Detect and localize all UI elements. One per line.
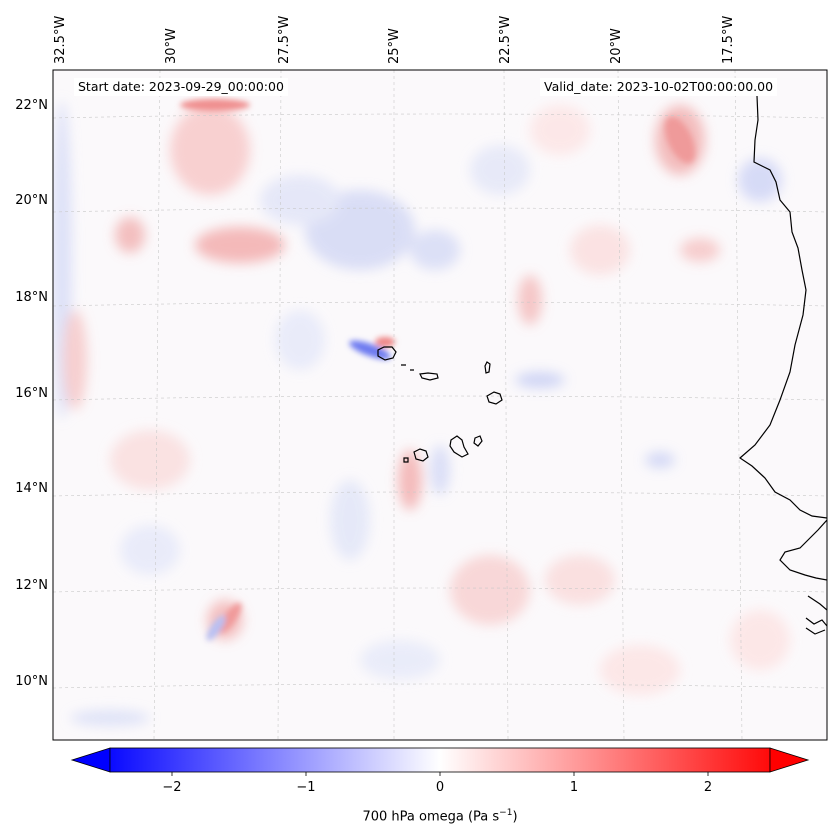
colorbar-title: 700 hPa omega (Pa s−1)	[290, 808, 590, 824]
colorbar-title-close: )	[512, 809, 518, 825]
island-santo-antao	[377, 346, 397, 361]
lat-label: 12°N	[15, 578, 48, 593]
lat-label: 14°N	[15, 481, 48, 496]
lon-label: 22.5°W	[498, 15, 513, 64]
island-sao-nicolau	[419, 372, 439, 381]
island-sao-vicente	[401, 364, 414, 371]
colorbar-tick-label: 1	[569, 780, 579, 795]
omega-field	[53, 70, 827, 740]
lat-label: 22°N	[15, 98, 48, 113]
lon-label: 27.5°W	[277, 15, 292, 64]
map-frame	[52, 69, 828, 741]
lon-label: 30°W	[164, 28, 179, 64]
island-boa-vista	[486, 391, 503, 405]
lon-label: 20°W	[609, 28, 624, 64]
colorbar	[70, 747, 810, 776]
africa-coast	[739, 95, 827, 519]
island-sal	[484, 361, 491, 374]
colorbar-tick-label: −2	[162, 780, 182, 795]
colorbar-extend-low	[70, 747, 111, 773]
island-maio	[473, 435, 483, 447]
lon-label: 17.5°W	[721, 15, 736, 64]
colorbar-tick-label: 2	[703, 780, 713, 795]
lat-label: 16°N	[15, 386, 48, 401]
colorbar-body	[109, 747, 771, 773]
colorbar-ticks	[171, 772, 709, 776]
lon-label: 25°W	[387, 28, 402, 64]
lat-label: 20°N	[15, 193, 48, 208]
start-date-label: Start date: 2023-09-29_00:00:00	[74, 78, 288, 96]
colorbar-title-text: 700 hPa omega (Pa s	[362, 809, 500, 825]
colorbar-tick-label: −1	[296, 780, 316, 795]
lon-label: 32.5°W	[53, 15, 68, 64]
lat-label: 18°N	[15, 290, 48, 305]
colorbar-extend-high	[769, 747, 810, 773]
map-gridlines	[53, 70, 827, 740]
lat-label: 10°N	[15, 674, 48, 689]
island-fogo	[413, 448, 429, 462]
colorbar-title-exponent: −1	[499, 808, 513, 818]
island-santiago	[449, 435, 469, 458]
island-brava	[403, 457, 409, 463]
africa-coast-south	[779, 519, 827, 635]
colorbar-tick-label: 0	[435, 780, 445, 795]
valid-date-label: Valid_date: 2023-10-02T00:00:00.00	[540, 78, 778, 96]
coastline	[377, 95, 827, 635]
